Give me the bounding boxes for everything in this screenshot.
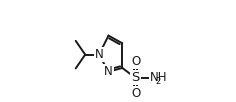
Text: S: S (131, 71, 140, 84)
Text: O: O (131, 55, 140, 68)
Text: N: N (104, 65, 113, 78)
Text: N: N (95, 48, 103, 61)
Text: 2: 2 (156, 77, 161, 86)
Text: NH: NH (149, 71, 167, 84)
Text: O: O (131, 87, 140, 100)
